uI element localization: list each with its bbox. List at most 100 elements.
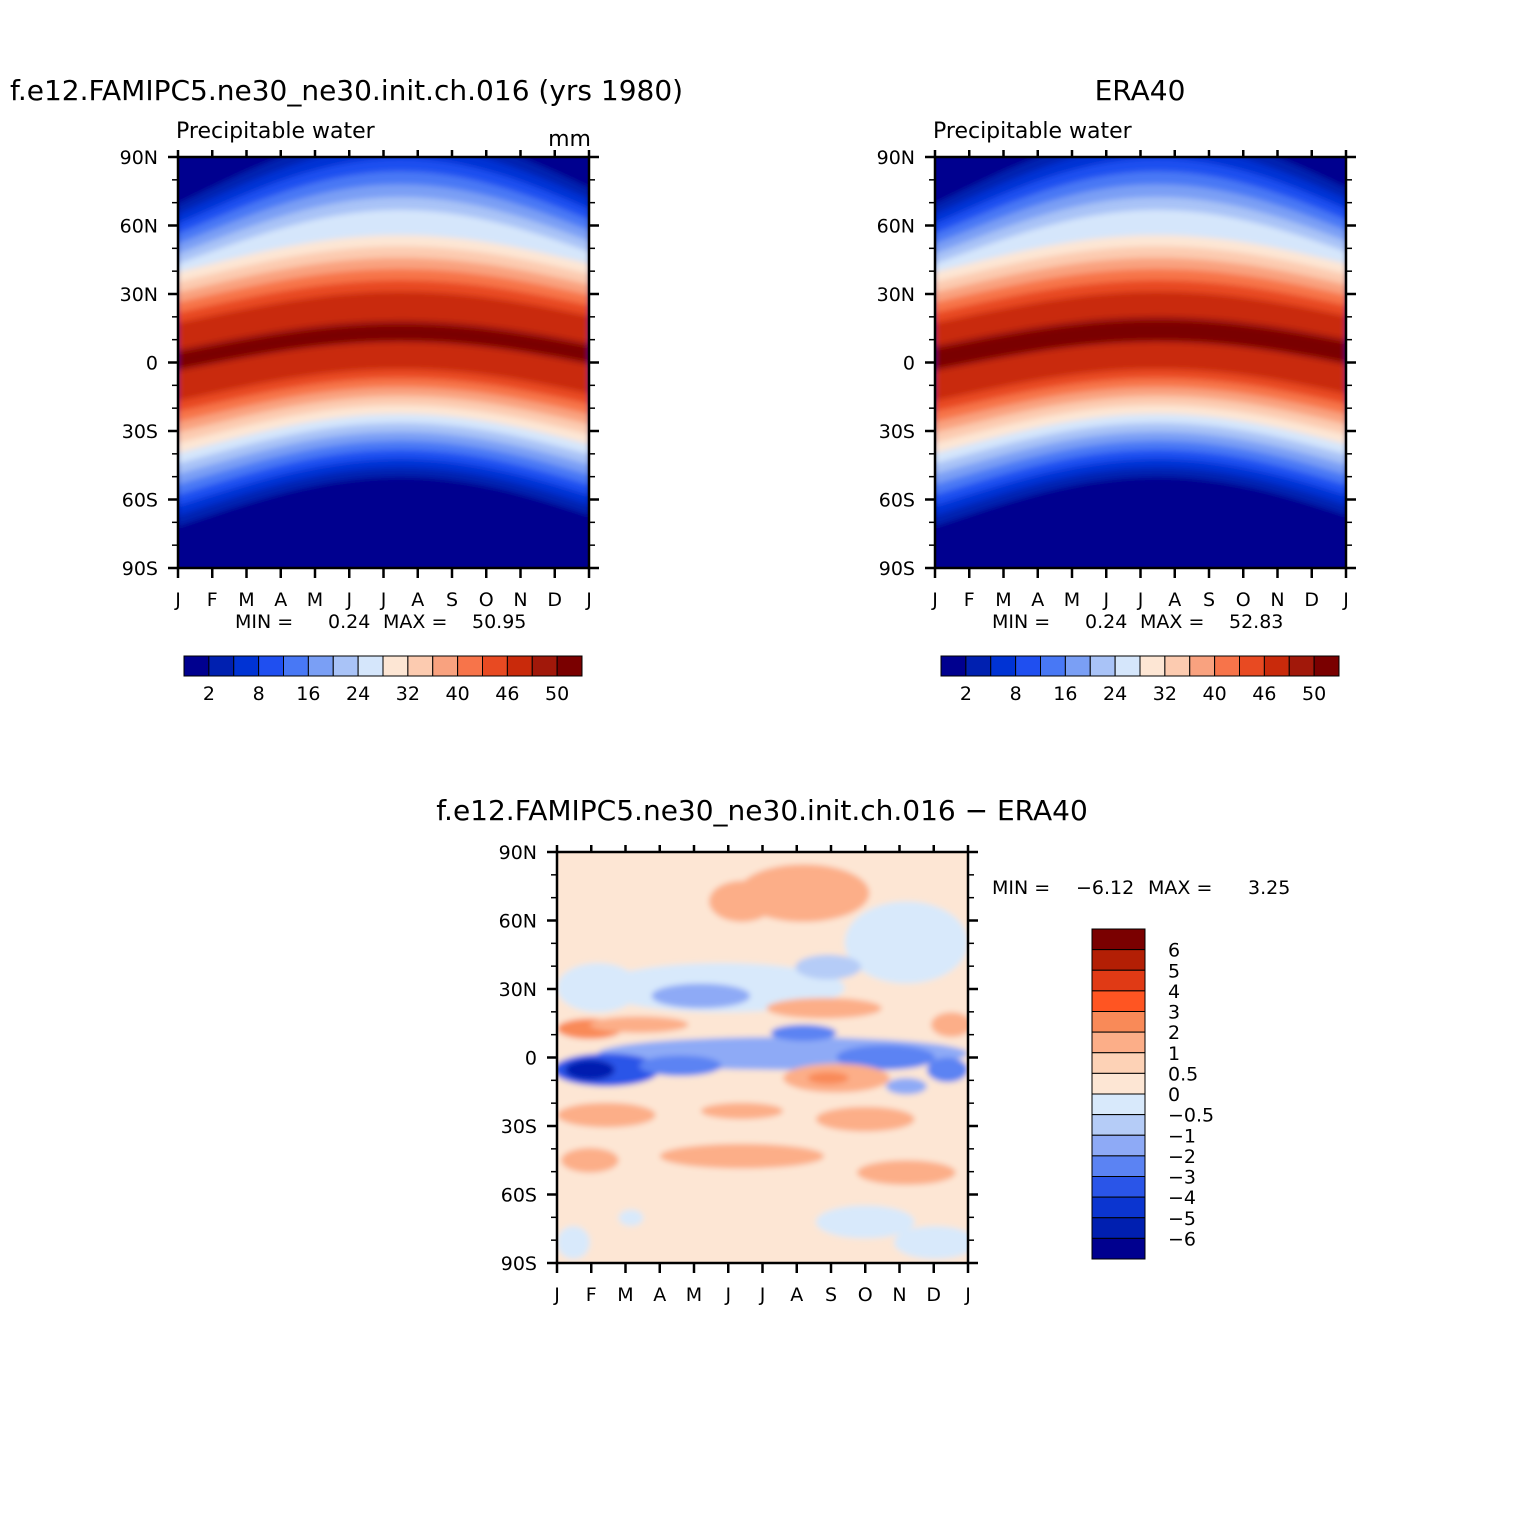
model-x-tick-label: S <box>446 589 458 611</box>
difference-panel-title: f.e12.FAMIPC5.ne30_ne30.init.ch.016 − ER… <box>436 794 1088 827</box>
era40-colorbar-box <box>1139 655 1166 677</box>
model-panel-units: mm <box>548 127 591 152</box>
era40-colorbar-label: 8 <box>1010 683 1022 705</box>
model-x-tick-label: O <box>479 589 494 611</box>
model-y-tick-label: 30S <box>122 421 158 443</box>
model-band <box>178 291 589 401</box>
difference-band <box>618 1209 644 1227</box>
difference-y-tick-label: 60S <box>501 1185 537 1207</box>
era40-band <box>935 320 1346 368</box>
model-colorbar-label: 2 <box>203 683 215 705</box>
era40-band <box>935 291 1346 401</box>
era40-x-tick-label: D <box>1304 589 1319 611</box>
model-colorbar-label: 40 <box>446 683 470 705</box>
model-colorbar-box <box>432 655 459 677</box>
model-x-tick-label: D <box>547 589 562 611</box>
difference-x-tick-label: M <box>617 1284 633 1306</box>
era40-contour-field <box>935 157 1346 568</box>
difference-colorbar-label: 4 <box>1168 981 1180 1003</box>
difference-band <box>557 1226 590 1259</box>
era40-panel-title: ERA40 <box>1095 74 1186 107</box>
difference-y-tick-label: 90S <box>501 1253 537 1275</box>
era40-panel-subtitle: Precipitable water <box>933 119 1133 144</box>
difference-x-tick-label: O <box>858 1284 873 1306</box>
difference-band <box>894 1226 968 1259</box>
difference-x-tick-label: J <box>553 1284 560 1306</box>
difference-colorbar-box <box>1091 990 1146 1012</box>
model-x-tick-label: A <box>411 589 424 611</box>
model-x-tick-label: A <box>274 589 287 611</box>
era40-x-tick-label: J <box>1342 589 1349 611</box>
difference-colorbar-label: −3 <box>1168 1167 1196 1189</box>
difference-colorbar-label: 6 <box>1168 940 1180 962</box>
model-panel-subtitle: Precipitable water <box>176 119 376 144</box>
era40-y-tick-label: 90N <box>877 147 915 169</box>
difference-colorbar-box <box>1091 1134 1146 1157</box>
difference-colorbar-label: −5 <box>1168 1208 1196 1230</box>
model-x-tick-label: F <box>207 589 218 611</box>
difference-max-value: 3.25 <box>1248 877 1290 899</box>
era40-panel: ERA40 Precipitable water J F M A M J J A S O N D J90… <box>877 74 1356 705</box>
difference-colorbar-box <box>1091 1196 1146 1219</box>
model-y-tick-label: 90S <box>122 558 158 580</box>
model-x-tick-label: J <box>345 589 352 611</box>
model-colorbar-box <box>183 655 210 677</box>
era40-bands <box>935 157 1346 568</box>
era40-colorbar-box <box>1064 655 1091 677</box>
difference-colorbar-label: 1 <box>1168 1043 1180 1065</box>
era40-colorbar-box <box>940 655 967 677</box>
difference-y-tick-label: 60N <box>499 911 537 933</box>
model-colorbar-label: 16 <box>296 683 320 705</box>
era40-min-value: 0.24 <box>1085 611 1127 633</box>
era40-y-tick-label: 60S <box>879 490 915 512</box>
difference-band <box>770 1024 837 1042</box>
difference-x-tick-label: F <box>586 1284 597 1306</box>
era40-colorbar-label: 32 <box>1153 683 1177 705</box>
difference-colorbar-box <box>1091 1093 1146 1116</box>
difference-x-tick-label: A <box>790 1284 803 1306</box>
model-band <box>178 324 589 368</box>
era40-x-tick-label: J <box>1137 589 1144 611</box>
era40-colorbar-label: 16 <box>1053 683 1077 705</box>
model-x-tick-label: M <box>307 589 323 611</box>
difference-colorbar-box <box>1091 1052 1146 1074</box>
era40-min-label: MIN = <box>992 611 1050 633</box>
era40-colorbar-label: 24 <box>1103 683 1127 705</box>
era40-max-value: 52.83 <box>1229 611 1283 633</box>
model-y-tick-label: 60N <box>120 216 158 238</box>
difference-band <box>639 1055 722 1076</box>
model-colorbar-box <box>332 655 359 677</box>
difference-colorbar-label: 2 <box>1168 1022 1180 1044</box>
difference-colorbar-box <box>1091 1072 1146 1095</box>
difference-colorbar-box <box>1091 928 1146 951</box>
model-panel-title: f.e12.FAMIPC5.ne30_ne30.init.ch.016 (yrs… <box>10 74 683 107</box>
era40-colorbar-box <box>965 655 992 677</box>
difference-colorbar-label: 3 <box>1168 1002 1180 1024</box>
difference-x-tick-label: J <box>759 1284 766 1306</box>
difference-band <box>651 983 751 1009</box>
difference-y-tick-label: 30N <box>499 979 537 1001</box>
model-colorbar-box <box>556 655 583 677</box>
model-colorbar-box <box>457 655 483 677</box>
difference-colorbar-box <box>1091 1011 1146 1033</box>
model-minmax: MIN = 0.24 MAX = 50.95 <box>235 611 526 633</box>
difference-band <box>931 1012 968 1037</box>
difference-x-tick-label: J <box>724 1284 731 1306</box>
era40-x-tick-label: M <box>1064 589 1080 611</box>
era40-colorbar-box <box>1089 655 1116 677</box>
difference-band <box>795 954 862 980</box>
era40-x-tick-label: O <box>1236 589 1251 611</box>
difference-x-tick-label: S <box>825 1284 837 1306</box>
model-colorbar-box <box>506 655 533 677</box>
difference-band <box>565 1059 615 1081</box>
difference-colorbar-label: −0.5 <box>1168 1105 1214 1127</box>
difference-x-tick-label: J <box>964 1284 971 1306</box>
era40-colorbar-box <box>1263 655 1290 677</box>
difference-colorbar-label: 0 <box>1168 1084 1180 1106</box>
model-x-tick-label: J <box>380 589 387 611</box>
model-max-value: 50.95 <box>472 611 526 633</box>
difference-colorbar-box <box>1091 1237 1146 1260</box>
